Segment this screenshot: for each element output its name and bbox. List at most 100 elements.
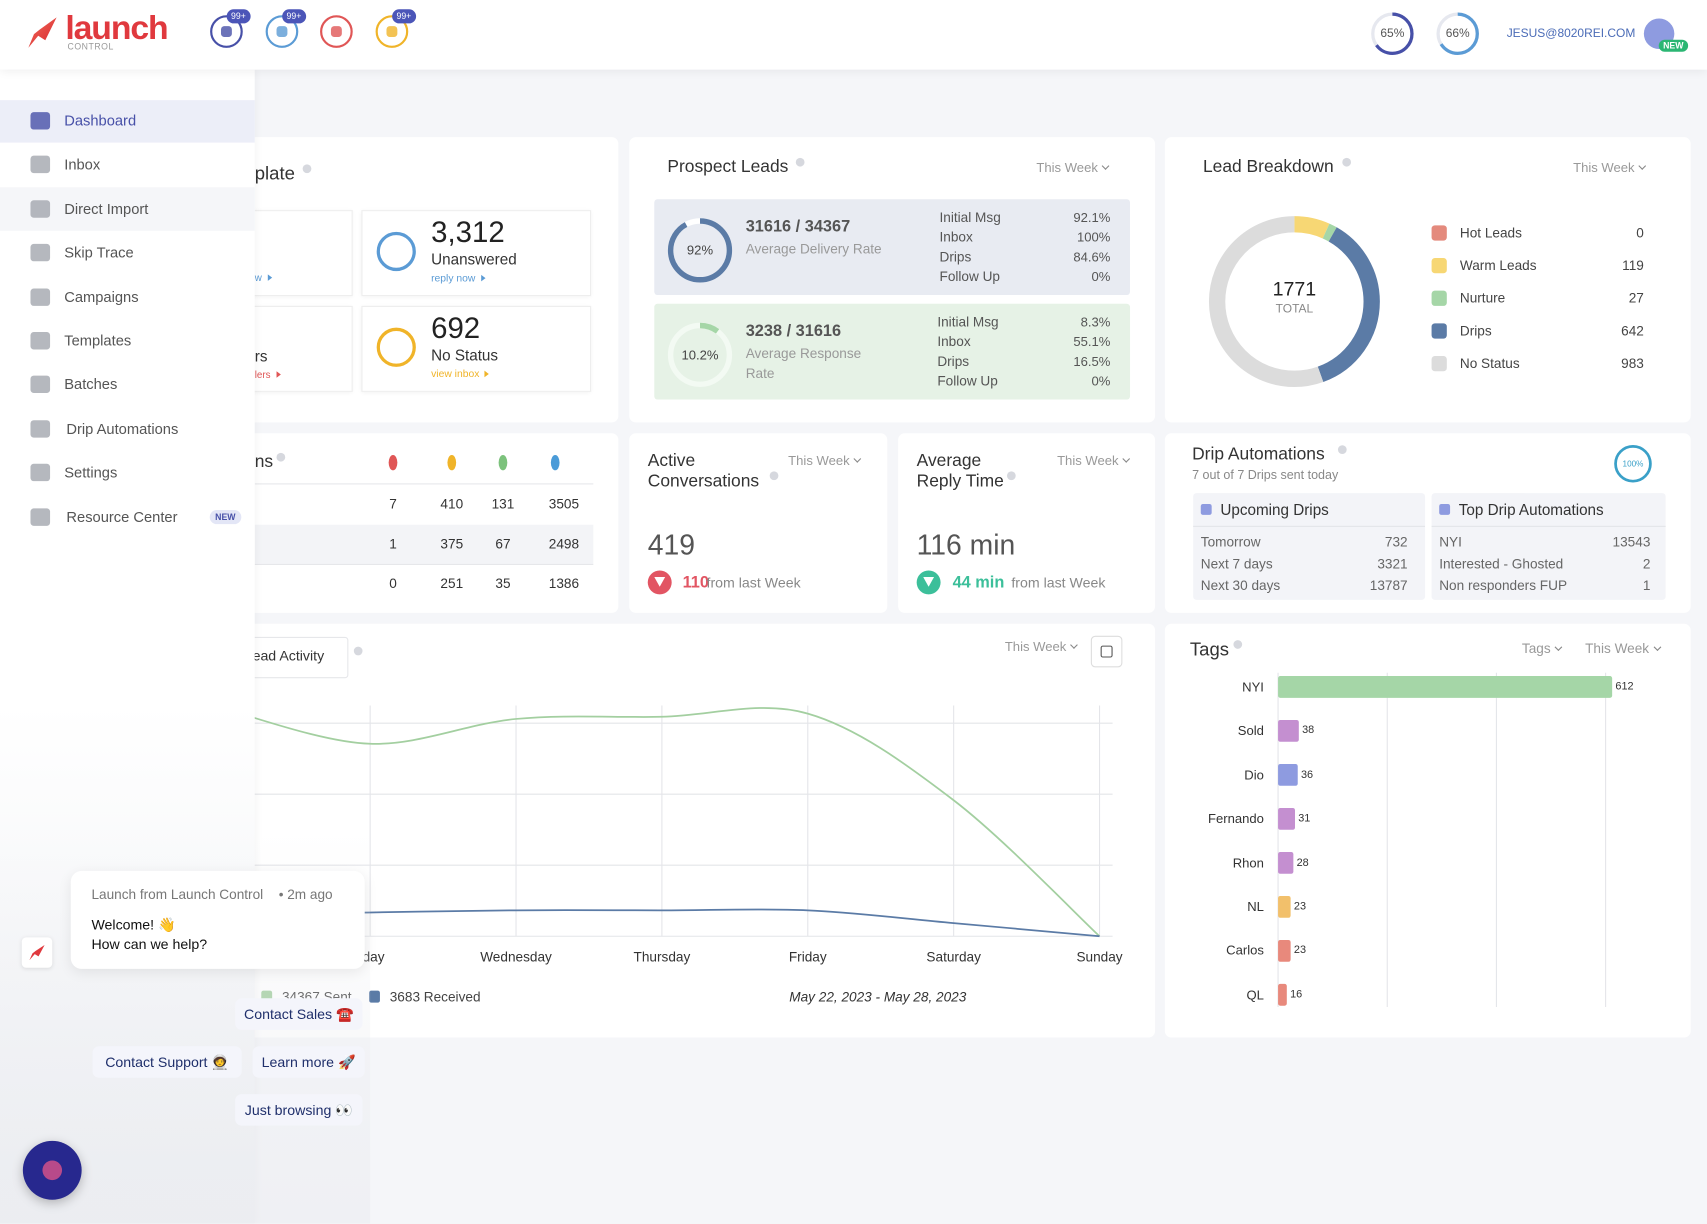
table-cell: 3505: [548, 496, 580, 512]
bar-value-label: 23: [1293, 944, 1307, 957]
drip-row-value: 13543: [1612, 534, 1651, 550]
ring-label: 10.2%: [681, 347, 719, 363]
header-icon-glyph: [330, 26, 342, 38]
stat-link[interactable]: lers: [255, 369, 281, 380]
table-cell: 410: [440, 496, 464, 512]
chat-option[interactable]: [252, 1046, 365, 1078]
breakdown-value: 16.5%: [1073, 353, 1111, 370]
filter-dropdown[interactable]: This Week: [1036, 160, 1110, 175]
user-email[interactable]: JESUS@8020REI.COM: [1506, 27, 1636, 41]
chat-option[interactable]: [235, 1094, 363, 1126]
legend-value: 0: [1636, 225, 1644, 241]
active-conversations-card: [629, 433, 888, 613]
filter-dropdown[interactable]: This Week: [1057, 453, 1131, 468]
sidebar-item[interactable]: Inbox: [64, 156, 101, 173]
sidebar-item[interactable]: Dashboard: [64, 112, 137, 130]
donut-segment: [1208, 216, 1380, 388]
table-cell: 67: [495, 536, 511, 552]
bar: [1278, 676, 1613, 698]
drip-row-label: Non responders FUP: [1439, 578, 1568, 594]
sidebar-item[interactable]: Campaigns: [64, 288, 139, 305]
y-tick-label: Carlos: [1226, 943, 1264, 959]
breakdown-value: 8.3%: [1080, 314, 1111, 330]
legend-swatch: [1431, 355, 1447, 372]
chat-message: How can we help?: [91, 935, 208, 953]
stat-link[interactable]: w: [255, 272, 272, 283]
chat-launcher-dot: [42, 1160, 63, 1181]
chat-option-label[interactable]: Just browsing 👀: [244, 1101, 353, 1119]
header-icon[interactable]: [375, 15, 409, 48]
stat-label: No Status: [431, 346, 499, 364]
calendar-glyph: [1100, 645, 1113, 658]
drip-row-value: 2: [1642, 556, 1651, 572]
info-icon: [1342, 157, 1352, 167]
drip-box: [1193, 493, 1426, 600]
stat-value: 3,312: [431, 216, 505, 249]
filter-dropdown[interactable]: This Week: [1573, 160, 1647, 175]
drip-box-title: Upcoming Drips: [1220, 500, 1329, 519]
table-cell: 7: [389, 496, 397, 512]
sidebar-item[interactable]: Direct Import: [64, 200, 149, 217]
chat-message: Welcome! 👋: [91, 916, 176, 933]
header-icon[interactable]: [210, 15, 243, 48]
chat-option-label[interactable]: Contact Support 🧑‍🚀: [105, 1053, 230, 1071]
drip-row-label: Tomorrow: [1200, 534, 1261, 550]
stat-icon: [376, 327, 416, 367]
bar: [1278, 807, 1295, 830]
card-title: Drip Automations: [1192, 445, 1325, 464]
drip-box-icon: [1439, 504, 1451, 515]
filter-dropdown[interactable]: This Week: [1585, 641, 1662, 656]
caption: Average Response Rate: [745, 346, 862, 382]
table-divider: [254, 563, 594, 566]
stat-link[interactable]: reply now: [431, 273, 486, 285]
filter-dropdown[interactable]: This Week: [788, 453, 862, 468]
sidebar-item[interactable]: Templates: [64, 332, 132, 349]
legend-swatch: [1431, 290, 1447, 306]
trend-arrow: [923, 576, 935, 587]
column-icon: [498, 455, 508, 471]
chat-option-label[interactable]: Learn more 🚀: [261, 1053, 356, 1071]
stat-label: Unanswered: [431, 250, 517, 268]
sidebar-icon: [30, 376, 51, 394]
info-icon: [1007, 471, 1016, 481]
bar: [1278, 851, 1294, 874]
legend-value: 119: [1622, 258, 1644, 274]
sidebar-item[interactable]: Settings: [64, 464, 118, 481]
progress-label: 66%: [1445, 27, 1470, 41]
calendar-button[interactable]: [1090, 635, 1123, 668]
table-cell: 375: [440, 536, 464, 552]
y-tick-label: Sold: [1237, 723, 1264, 739]
notification-badge: 99+: [226, 9, 251, 24]
ratio: 3238 / 31616: [745, 321, 842, 341]
legend-value: 642: [1621, 323, 1644, 339]
filter-dropdown[interactable]: Tags: [1522, 641, 1563, 656]
ring-arc: [1614, 444, 1652, 483]
chat-option[interactable]: [92, 1046, 242, 1078]
filter-dropdown[interactable]: This Week: [1005, 639, 1079, 654]
column-icon: [550, 455, 560, 471]
stat-link[interactable]: view inbox: [431, 369, 490, 380]
sidebar-item[interactable]: Resource Center: [66, 508, 178, 525]
header-icon[interactable]: [320, 15, 353, 48]
metric-change: 110: [682, 573, 709, 592]
chat-option-label[interactable]: Contact Sales ☎️: [244, 1005, 354, 1023]
ratio: 31616 / 34367: [745, 217, 851, 236]
x-tick-label: Sunday: [1076, 949, 1123, 965]
breakdown-value: 84.6%: [1073, 249, 1111, 265]
chat-option[interactable]: [235, 998, 363, 1030]
sidebar-item[interactable]: Drip Automations: [66, 420, 179, 437]
header-icon[interactable]: [265, 15, 299, 48]
sidebar-item[interactable]: Skip Trace: [64, 244, 134, 261]
table-cell: 0: [389, 575, 397, 592]
bar-value-label: 16: [1290, 988, 1303, 1001]
card-title: Average Reply Time: [916, 451, 1004, 491]
sidebar-icon: [30, 200, 51, 218]
y-tick-label: NL: [1247, 899, 1264, 915]
sidebar-icon: [30, 244, 51, 262]
drip-row-value: 3321: [1377, 556, 1408, 572]
tab[interactable]: ead Activity: [252, 647, 325, 664]
sidebar-item[interactable]: Batches: [64, 376, 118, 393]
ring-arc: [667, 322, 733, 388]
